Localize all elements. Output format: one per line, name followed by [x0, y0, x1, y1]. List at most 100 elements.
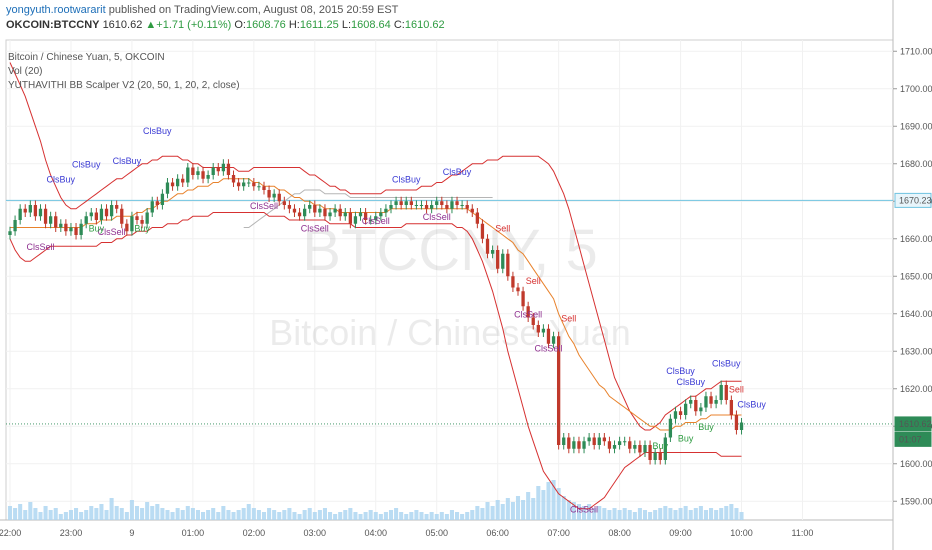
- volume-bar: [429, 512, 434, 520]
- volume-bar: [541, 490, 546, 520]
- volume-bar: [155, 504, 160, 520]
- volume-bar: [515, 496, 521, 520]
- candle-body: [480, 223, 485, 239]
- y-tick-label: 1590.00: [900, 496, 932, 506]
- candle-body: [556, 336, 561, 445]
- volume-bar: [201, 512, 206, 520]
- volume-bar: [231, 512, 236, 520]
- signal-label-buy: Buy: [678, 433, 694, 443]
- candle-body: [59, 223, 63, 228]
- volume-bar: [632, 512, 637, 520]
- volume-bar: [7, 506, 13, 520]
- x-tick-label: 05:00: [425, 528, 448, 538]
- volume-bar: [160, 508, 165, 520]
- volume-bar: [79, 512, 84, 520]
- x-tick-label: 03:00: [304, 528, 327, 538]
- candle-body: [308, 205, 312, 209]
- volume-bar: [185, 506, 190, 520]
- candle-body: [150, 201, 154, 213]
- volume-bar: [292, 512, 297, 520]
- volume-bar: [490, 506, 495, 520]
- candle-body: [435, 201, 439, 205]
- symbol-label[interactable]: OKCOIN:BTCCNY: [6, 19, 100, 31]
- volume-bar: [388, 510, 394, 520]
- candle-body: [302, 208, 307, 217]
- candle-body: [206, 175, 210, 179]
- volume-bar: [145, 502, 150, 520]
- candle-body: [84, 216, 88, 224]
- candle-body: [729, 400, 734, 415]
- last-price: 1610.62: [102, 19, 143, 31]
- volume-bar: [703, 510, 708, 520]
- volume-bar: [343, 510, 348, 520]
- candle-body: [267, 190, 271, 198]
- candle-body: [704, 396, 708, 408]
- candle-body: [170, 182, 175, 187]
- signal-label-clssell: ClsSell: [301, 223, 329, 233]
- candle-body: [186, 167, 190, 183]
- volume-bar: [211, 508, 216, 520]
- volume-bar: [170, 512, 175, 520]
- high-label: H:: [288, 19, 300, 31]
- volume-bar: [719, 508, 724, 520]
- candle-body: [272, 193, 276, 198]
- volume-bar: [33, 508, 38, 520]
- candle-body: [689, 400, 693, 404]
- volume-bar: [338, 512, 343, 520]
- candle-body: [54, 216, 58, 228]
- candle-body: [719, 385, 723, 400]
- y-tick-label: 1710.00: [900, 46, 932, 56]
- candle-body: [196, 171, 200, 175]
- volume-bar: [505, 498, 510, 520]
- signal-label-sell: Sell: [526, 276, 541, 286]
- candle-body: [694, 400, 698, 412]
- x-tick-label: 9: [129, 528, 134, 538]
- x-tick-label: 06:00: [486, 528, 509, 538]
- volume-bar: [251, 508, 256, 520]
- volume-bar: [322, 508, 327, 520]
- candle-body: [348, 212, 353, 224]
- volume-bar: [673, 510, 678, 520]
- candle-body: [99, 208, 104, 220]
- candle-body: [297, 212, 302, 217]
- y-tick-label: 1620.00: [900, 384, 932, 394]
- volume-bar: [58, 514, 63, 520]
- legend-line: YUTHAVITHI BB Scalper V2 (20, 50, 1, 20,…: [8, 80, 240, 91]
- candle-body: [252, 182, 256, 187]
- volume-bar: [297, 514, 302, 520]
- candle-body: [257, 186, 261, 188]
- volume-bar: [333, 514, 338, 520]
- candle-body: [338, 208, 342, 217]
- volume-bar: [658, 508, 663, 520]
- volume-bar: [312, 512, 317, 520]
- volume-bar: [221, 506, 226, 520]
- candle-body: [683, 403, 688, 415]
- volume-bar: [526, 492, 531, 520]
- author-link[interactable]: yongyuth.rootwararit: [6, 4, 106, 16]
- candle-body: [313, 205, 317, 213]
- volume-bar: [663, 506, 668, 520]
- volume-bar: [475, 506, 480, 520]
- candle-body: [226, 163, 231, 175]
- volume-bar: [571, 502, 576, 520]
- signal-label-clsbuy: ClsBuy: [113, 156, 142, 166]
- volume-bar: [363, 512, 368, 520]
- x-tick-label: 23:00: [60, 528, 83, 538]
- bb-upper-line: [9, 62, 742, 431]
- volume-bar: [612, 508, 617, 520]
- candle-body: [511, 276, 515, 288]
- candle-body: [115, 205, 119, 209]
- candle-body: [211, 167, 215, 175]
- candle-body: [292, 208, 297, 213]
- volume-bar: [531, 498, 536, 520]
- price-label-text: 1610.62: [899, 419, 932, 429]
- candle-body: [79, 223, 83, 235]
- candle-body: [191, 167, 195, 175]
- volume-bar: [607, 510, 612, 520]
- candle-body: [130, 216, 134, 232]
- volume-bar: [272, 510, 277, 520]
- candle-body: [465, 205, 469, 209]
- volume-bar: [627, 510, 632, 520]
- publish-line: yongyuth.rootwararit published on Tradin…: [6, 4, 398, 16]
